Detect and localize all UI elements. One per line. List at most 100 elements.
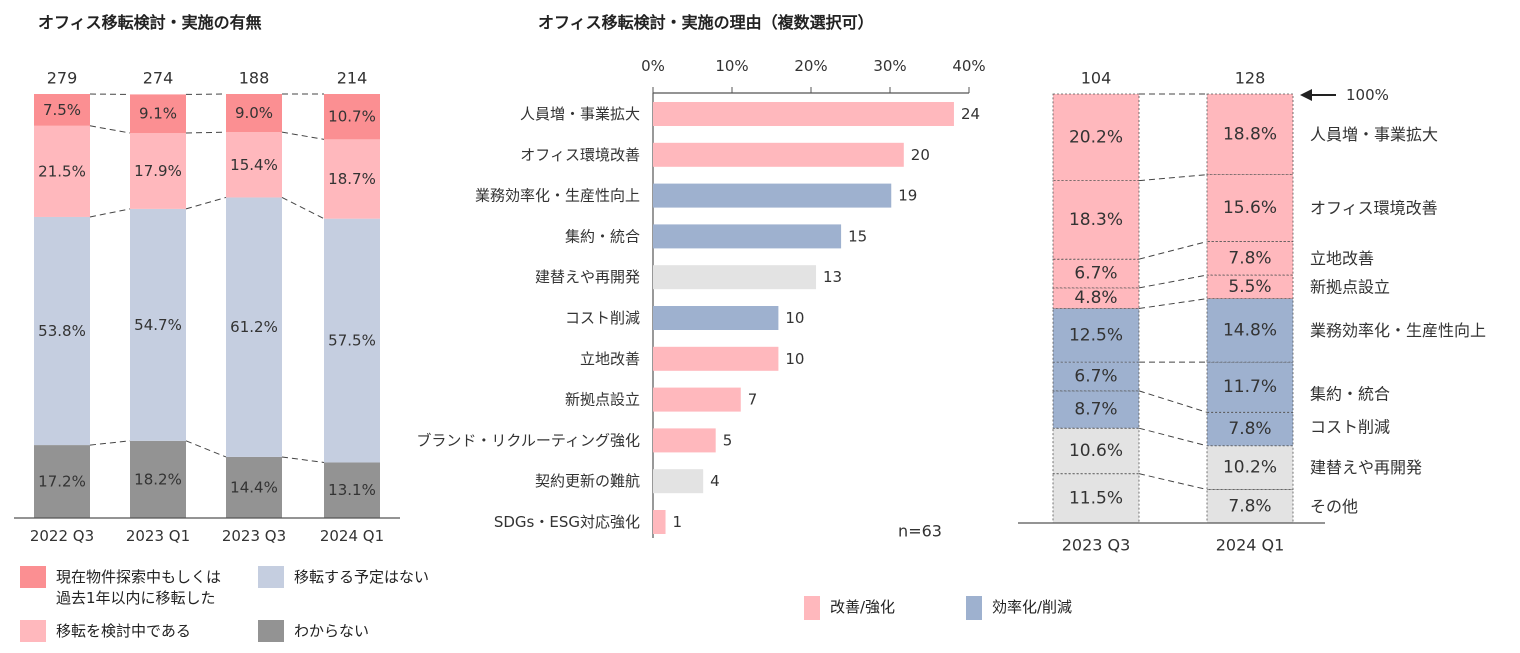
segment-category-label: コスト削減 — [1310, 418, 1390, 437]
bar-value-label: 10 — [785, 309, 804, 327]
stacked-bar-segment — [1206, 274, 1294, 300]
stacked-bar-segment — [34, 94, 90, 126]
chart-title-left: オフィス移転検討・実施の有無 — [38, 13, 262, 32]
segment-value-label: 13.1% — [328, 481, 376, 499]
bar-value-label: 4 — [710, 472, 720, 490]
bar-value-label: 19 — [898, 187, 917, 205]
bar — [653, 387, 741, 412]
y-category-label: 立地改善 — [580, 350, 640, 368]
x-tick-label: 2024 Q1 — [1216, 536, 1285, 555]
segment-value-label: 18.7% — [328, 170, 376, 188]
segment-value-label: 11.5% — [1069, 488, 1123, 508]
connector-line — [1138, 174, 1208, 182]
connector-line — [1138, 473, 1208, 491]
legend-label-line: 過去1年以内に移転した — [56, 589, 216, 607]
y-category-label: 新拠点設立 — [565, 391, 640, 409]
chart-title-middle: オフィス移転検討・実施の理由（複数選択可） — [538, 13, 874, 32]
segment-category-label: オフィス環境改善 — [1310, 199, 1438, 218]
stacked-bar-segment — [1206, 241, 1294, 276]
bar — [653, 102, 954, 126]
segment-category-label: 新拠点設立 — [1310, 277, 1390, 296]
segment-value-label: 53.8% — [38, 322, 86, 340]
connector-line — [1138, 298, 1208, 309]
segment-value-label: 7.8% — [1228, 248, 1271, 268]
legend-swatch — [258, 566, 284, 588]
bar-value-label: 5 — [723, 431, 733, 449]
bar-value-label: 1 — [673, 513, 683, 531]
segment-value-label: 18.3% — [1069, 210, 1123, 230]
y-category-label: 人員増・事業拡大 — [520, 105, 640, 123]
stacked-bar-segment — [130, 208, 186, 441]
segment-value-label: 15.6% — [1223, 198, 1277, 218]
stacked-bar-segment — [130, 94, 186, 134]
stacked-bar-segment — [1052, 287, 1140, 309]
legend-swatch — [20, 620, 46, 642]
sample-size-label: n=63 — [898, 522, 942, 541]
legend-label: 効率化/削減 — [992, 598, 1073, 616]
y-category-label: 集約・統合 — [565, 227, 640, 245]
y-category-label: 建替えや再開発 — [535, 268, 640, 286]
hundred-percent-arrowhead — [1300, 89, 1312, 101]
bar-value-label: 15 — [848, 227, 867, 245]
segment-value-label: 7.8% — [1228, 419, 1271, 439]
connector-line — [89, 208, 131, 218]
stacked-bar-segment — [1206, 361, 1294, 413]
legend-label-line: 現在物件探索中もしくは — [56, 568, 222, 586]
connector-line — [281, 456, 325, 463]
bar — [653, 224, 842, 249]
x-tick-label: 2023 Q3 — [222, 527, 286, 545]
y-category-label: コスト削減 — [565, 309, 640, 327]
segment-value-label: 10.7% — [328, 108, 376, 126]
stacked-bar-segment — [324, 218, 380, 463]
x-tick-label: 10% — [715, 57, 748, 75]
bar-total-label: 279 — [47, 69, 78, 88]
legend-label: 改善/強化 — [830, 598, 896, 616]
segment-value-label: 20.2% — [1069, 127, 1123, 147]
bar-total-label: 214 — [337, 69, 368, 88]
connector-line — [89, 440, 131, 446]
stacked-bar-segment — [1206, 93, 1294, 176]
segment-category-label: 業務効率化・生産性向上 — [1310, 321, 1486, 340]
segment-value-label: 61.2% — [230, 318, 278, 336]
bar — [653, 183, 892, 208]
stacked-bar-segment — [1052, 93, 1140, 182]
bar — [653, 346, 779, 371]
legend-label: 現在物件探索中もしくは 過去1年以内に移転した — [56, 567, 221, 609]
connector-line — [1138, 241, 1208, 260]
segment-category-label: 集約・統合 — [1310, 385, 1390, 404]
bar-value-label: 13 — [823, 268, 842, 286]
segment-value-label: 17.2% — [38, 473, 86, 491]
bar — [653, 142, 904, 167]
stacked-bar-segment — [34, 445, 90, 518]
y-category-label: SDGs・ESG対応強化 — [494, 513, 640, 531]
stacked-bar-segment — [226, 132, 282, 198]
legend-label-line: 移転を検討中である — [56, 622, 191, 640]
x-tick-label: 40% — [952, 57, 985, 75]
stacked-bar-segment — [1206, 411, 1294, 447]
stacked-bar-segment — [1052, 473, 1140, 524]
segment-category-label: 人員増・事業拡大 — [1310, 125, 1438, 144]
stacked-bar-segment — [1052, 361, 1140, 392]
connector-line — [185, 196, 227, 210]
bar-total-label: 188 — [239, 69, 270, 88]
stacked-bar-segment — [1206, 174, 1294, 242]
bar — [653, 510, 666, 534]
segment-value-label: 18.2% — [134, 470, 182, 488]
segment-value-label: 15.4% — [230, 156, 278, 174]
bar-total-label: 104 — [1081, 69, 1112, 88]
segment-value-label: 9.0% — [235, 104, 273, 122]
stacked-bar-segment — [324, 94, 380, 140]
segment-category-label: その他 — [1310, 497, 1358, 516]
x-tick-label: 30% — [873, 57, 906, 75]
connector-line — [1138, 390, 1208, 413]
x-tick-label: 2024 Q1 — [320, 527, 384, 545]
bar — [653, 265, 817, 290]
stacked-bar-segment — [324, 139, 380, 219]
connector-line — [1138, 427, 1208, 447]
connector-line — [185, 131, 227, 134]
legend-swatch — [966, 596, 982, 620]
legend-label: わからない — [294, 621, 369, 642]
legend-swatch — [804, 596, 820, 620]
segment-value-label: 5.5% — [1228, 277, 1271, 297]
bar-total-label: 128 — [1235, 69, 1266, 88]
